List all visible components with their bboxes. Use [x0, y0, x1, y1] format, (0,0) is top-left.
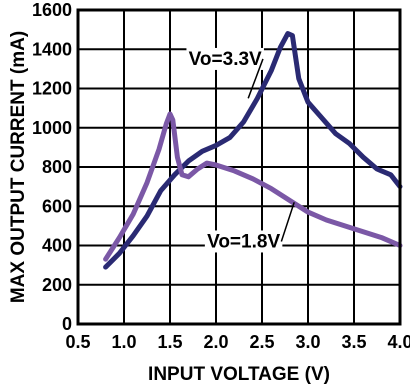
y-tick-label: 400 [42, 236, 72, 256]
x-tick-label: 0.5 [65, 332, 90, 352]
y-tick-label: 0 [62, 314, 72, 334]
y-tick-label: 600 [42, 196, 72, 216]
tick-labels: 0.5 1.0 1.5 2.0 2.5 3.0 3.5 4.0 0 200 400 600 800 100… [32, 0, 410, 352]
x-axis-label: INPUT VOLTAGE (V) [148, 364, 330, 385]
x-tick-label: 1.5 [157, 332, 182, 352]
y-tick-label: 1600 [32, 0, 72, 20]
series-lines [103, 31, 403, 270]
plot-frame [76, 8, 402, 326]
y-tick-label: 200 [42, 275, 72, 295]
y-axis-label: MAX OUTPUT CURRENT (mA) [8, 31, 29, 303]
y-tick-label: 1200 [32, 79, 72, 99]
x-tick-label: 1.0 [111, 332, 136, 352]
series-line-vo-1-8v [103, 111, 403, 262]
x-tick-label: 3.0 [295, 332, 320, 352]
y-tick-label: 1000 [32, 118, 72, 138]
x-tick-label: 4.0 [387, 332, 410, 352]
annotation-pointer [280, 202, 295, 242]
annotations: Vo=3.3V Vo=1.8V [186, 47, 295, 253]
annotation-pointer [247, 58, 264, 99]
x-tick-label: 2.0 [203, 332, 228, 352]
series-annotation: Vo=1.8V [207, 231, 280, 252]
series-annotation: Vo=3.3V [189, 49, 262, 70]
x-tick-label: 2.5 [249, 332, 274, 352]
series-line-vo-3-3v [103, 31, 403, 270]
annotation-background [186, 47, 264, 70]
y-tick-label: 800 [42, 157, 72, 177]
y-tick-label: 1400 [32, 39, 72, 59]
x-tick-label: 3.5 [341, 332, 366, 352]
annotation-background [204, 230, 283, 253]
